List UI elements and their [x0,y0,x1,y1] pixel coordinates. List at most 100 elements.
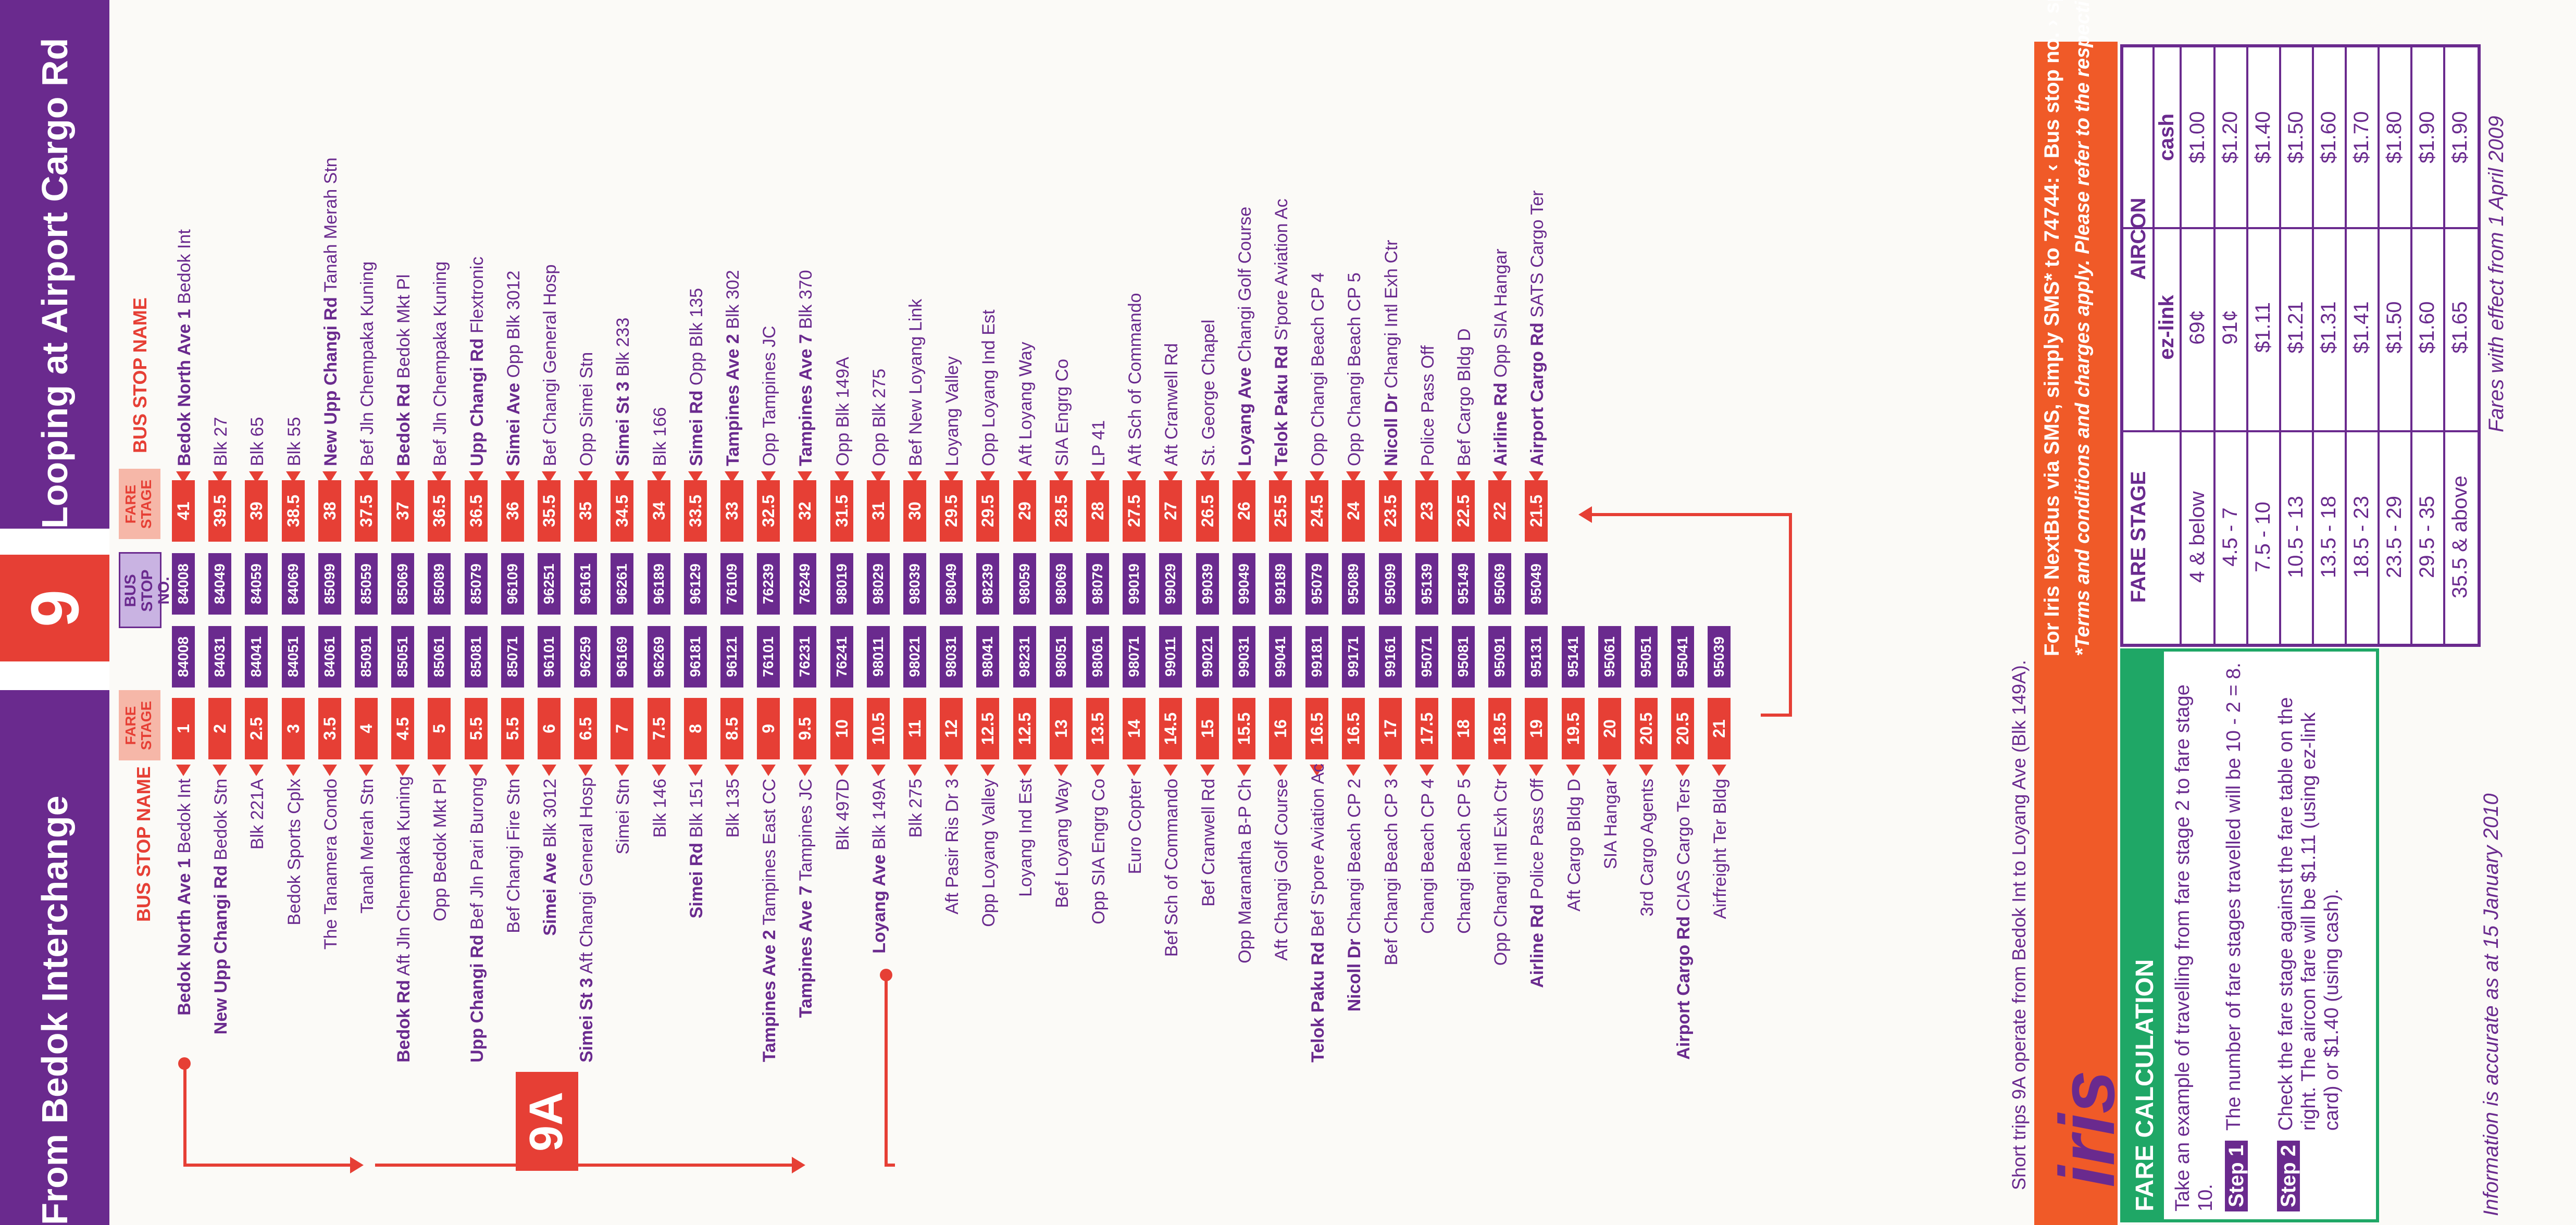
inbound-stop-name: Opp Tampines JC [757,18,782,466]
inbound-stop-name: Bef New Loyang Link [903,18,928,466]
inbound-arrow [249,471,264,483]
outbound-stop-label: 3rd Cargo Agents [1637,779,1657,917]
inbound-road-name: Bedok North Ave 1 [175,309,194,466]
inbound-stop-label: Bef Cargo Bldg D [1454,328,1474,466]
inbound-stop-label: Opp Simei Stn [577,352,597,466]
outbound-arrow [213,765,228,776]
outbound-road-name: Simei St 3 [577,978,597,1062]
inbound-arrow [432,471,447,483]
inbound-bus-stop-no: 99189 [1269,553,1292,615]
inbound-road-name: Tampines Ave 7 [796,334,816,466]
ft-cell-stage: 13.5 - 18 [2317,496,2340,578]
outbound-arrow [285,765,301,776]
inbound-stop-label: Blk 27 [211,417,231,467]
outbound-fare-stage: 14 [1123,698,1146,759]
outbound-arrow [1565,765,1581,776]
inbound-stop-label: Blk 166 [650,407,670,466]
outbound-bus-stop-no: 85091 [355,626,378,688]
inbound-bus-stop-no: 76109 [720,553,743,615]
inbound-stop-name: Opp Blk 149A [830,18,855,466]
inbound-stop-label: Blk 370 [796,270,816,329]
inbound-stop-label: LP 41 [1089,420,1109,466]
outbound-stop-name: Bedok North Ave 1 Bedok Int [172,779,197,1062]
inbound-arrow [798,471,813,483]
outbound-fare-stage: 13 [1049,698,1073,759]
inbound-road-name: Simei Rd [686,390,706,466]
inbound-stop-name: Bedok Rd Bedok Mkt Pl [391,18,416,466]
inbound-fare-stage: 25.5 [1269,480,1292,542]
outbound-stop-name: Airfreight Ter Bldg [1708,779,1733,1062]
outbound-stop-label: Opp Loyang Valley [979,779,999,927]
route-loyang-dot [880,969,892,981]
outbound-bus-stop-no: 98071 [1123,626,1146,688]
inbound-bus-stop-no: 98079 [1086,553,1109,615]
inbound-stop-name: Loyang Valley [940,18,965,466]
inbound-arrow [1492,471,1508,483]
outbound-stop-label: Tanah Merah Stn [357,779,377,914]
inbound-stop-name: Simei St 3 Blk 233 [611,18,636,466]
outbound-bus-stop-no: 76231 [793,626,817,688]
outbound-stop-name: Blk 275 [903,779,928,1062]
ft-row-divider [2378,47,2380,644]
ft-aircon-divider [2152,47,2155,430]
outbound-stop-name: Upp Changi Rd Bef Jln Pari Burong [465,777,490,1062]
ft-row-divider [2443,47,2445,644]
inbound-fare-stage: 37.5 [355,480,378,542]
inbound-stop-name: Opp Loyang Ind Est [976,18,1001,466]
outbound-arrow [1310,765,1325,776]
outbound-stop-name: Euro Copter [1123,779,1148,1062]
outbound-fare-stage: 2 [208,698,232,759]
ft-col-aircon: AIRCON [2127,197,2150,280]
outbound-stop-label: Bef Changi Beach CP 3 [1381,779,1401,966]
outbound-stop-name: Blk 221A [245,779,270,1062]
inbound-stop-name: SIA Engrg Co [1050,18,1075,466]
outbound-stop-label: Bef Loyang Way [1052,779,1072,908]
loop-title-band: Looping at Airport Cargo Rd [0,0,109,529]
outbound-arrow [1346,765,1361,776]
ft-cell-cash: $1.20 [2219,111,2242,164]
outbound-stop-label: Blk 3012 [540,779,560,848]
route-number: 9 [17,589,93,627]
inbound-arrow [505,471,520,483]
inbound-stop-name: Aft Loyang Way [1013,18,1038,466]
inbound-fare-stage: 31 [866,480,890,542]
inbound-bus-stop-no: 95139 [1415,553,1438,615]
outbound-arrow [578,765,593,776]
inbound-stop-label: Bef Jln Chempaka Kuning [357,261,377,466]
outbound-arrow [1090,765,1105,776]
route-9a-badge: 9A [516,1072,578,1171]
ft-cell-cash: $1.00 [2186,111,2209,164]
outbound-arrow [615,765,630,776]
inbound-bus-stop-no: 96109 [501,553,524,615]
inbound-arrow [725,471,739,483]
outbound-fare-stage: 21 [1708,698,1731,759]
inbound-fare-stage: 38.5 [281,480,305,542]
iris-logo: iris [2043,1070,2131,1188]
inbound-bus-stop-no: 85089 [428,553,451,615]
outbound-arrow [651,765,666,776]
inbound-fare-stage: 29.5 [940,480,963,542]
outbound-arrow [1712,765,1727,776]
inbound-stop-name: Opp Changi Beach CP 4 [1305,18,1330,466]
outbound-stop-label: Bef S'pore Aviation Ac [1308,763,1328,937]
outbound-fare-stage: 9 [757,698,780,759]
outbound-arrow [944,765,959,776]
outbound-stop-label: SIA Hangar [1600,779,1621,869]
outbound-bus-stop-no: 95041 [1671,626,1695,688]
inbound-road-name: Tampines Ave 2 [723,334,743,466]
accuracy-note: Information is accurate as at 15 January… [2480,793,2503,1216]
fare-calculation-title-bar: FARE CALCULATION [2123,652,2164,1219]
inbound-stop-label: Opp Changi Beach CP 5 [1345,272,1365,466]
outbound-fare-stage: 10.5 [866,698,890,759]
outbound-bus-stop-no: 85081 [464,626,488,688]
outbound-fare-stage: 16.5 [1342,698,1365,759]
outbound-stop-label: Bef Sch of Commando [1162,779,1182,957]
inbound-bus-stop-no: 85059 [355,553,378,615]
outbound-arrow [1456,765,1471,776]
inbound-fare-stage: 30 [903,480,926,542]
ft-cell-cash: $1.50 [2284,111,2307,164]
inbound-bus-stop-no: 99049 [1232,553,1255,615]
fare-calculation-title: FARE CALCULATION [2131,959,2159,1211]
outbound-bus-stop-no: 76101 [757,626,780,688]
outbound-fare-stage: 9.5 [793,698,817,759]
